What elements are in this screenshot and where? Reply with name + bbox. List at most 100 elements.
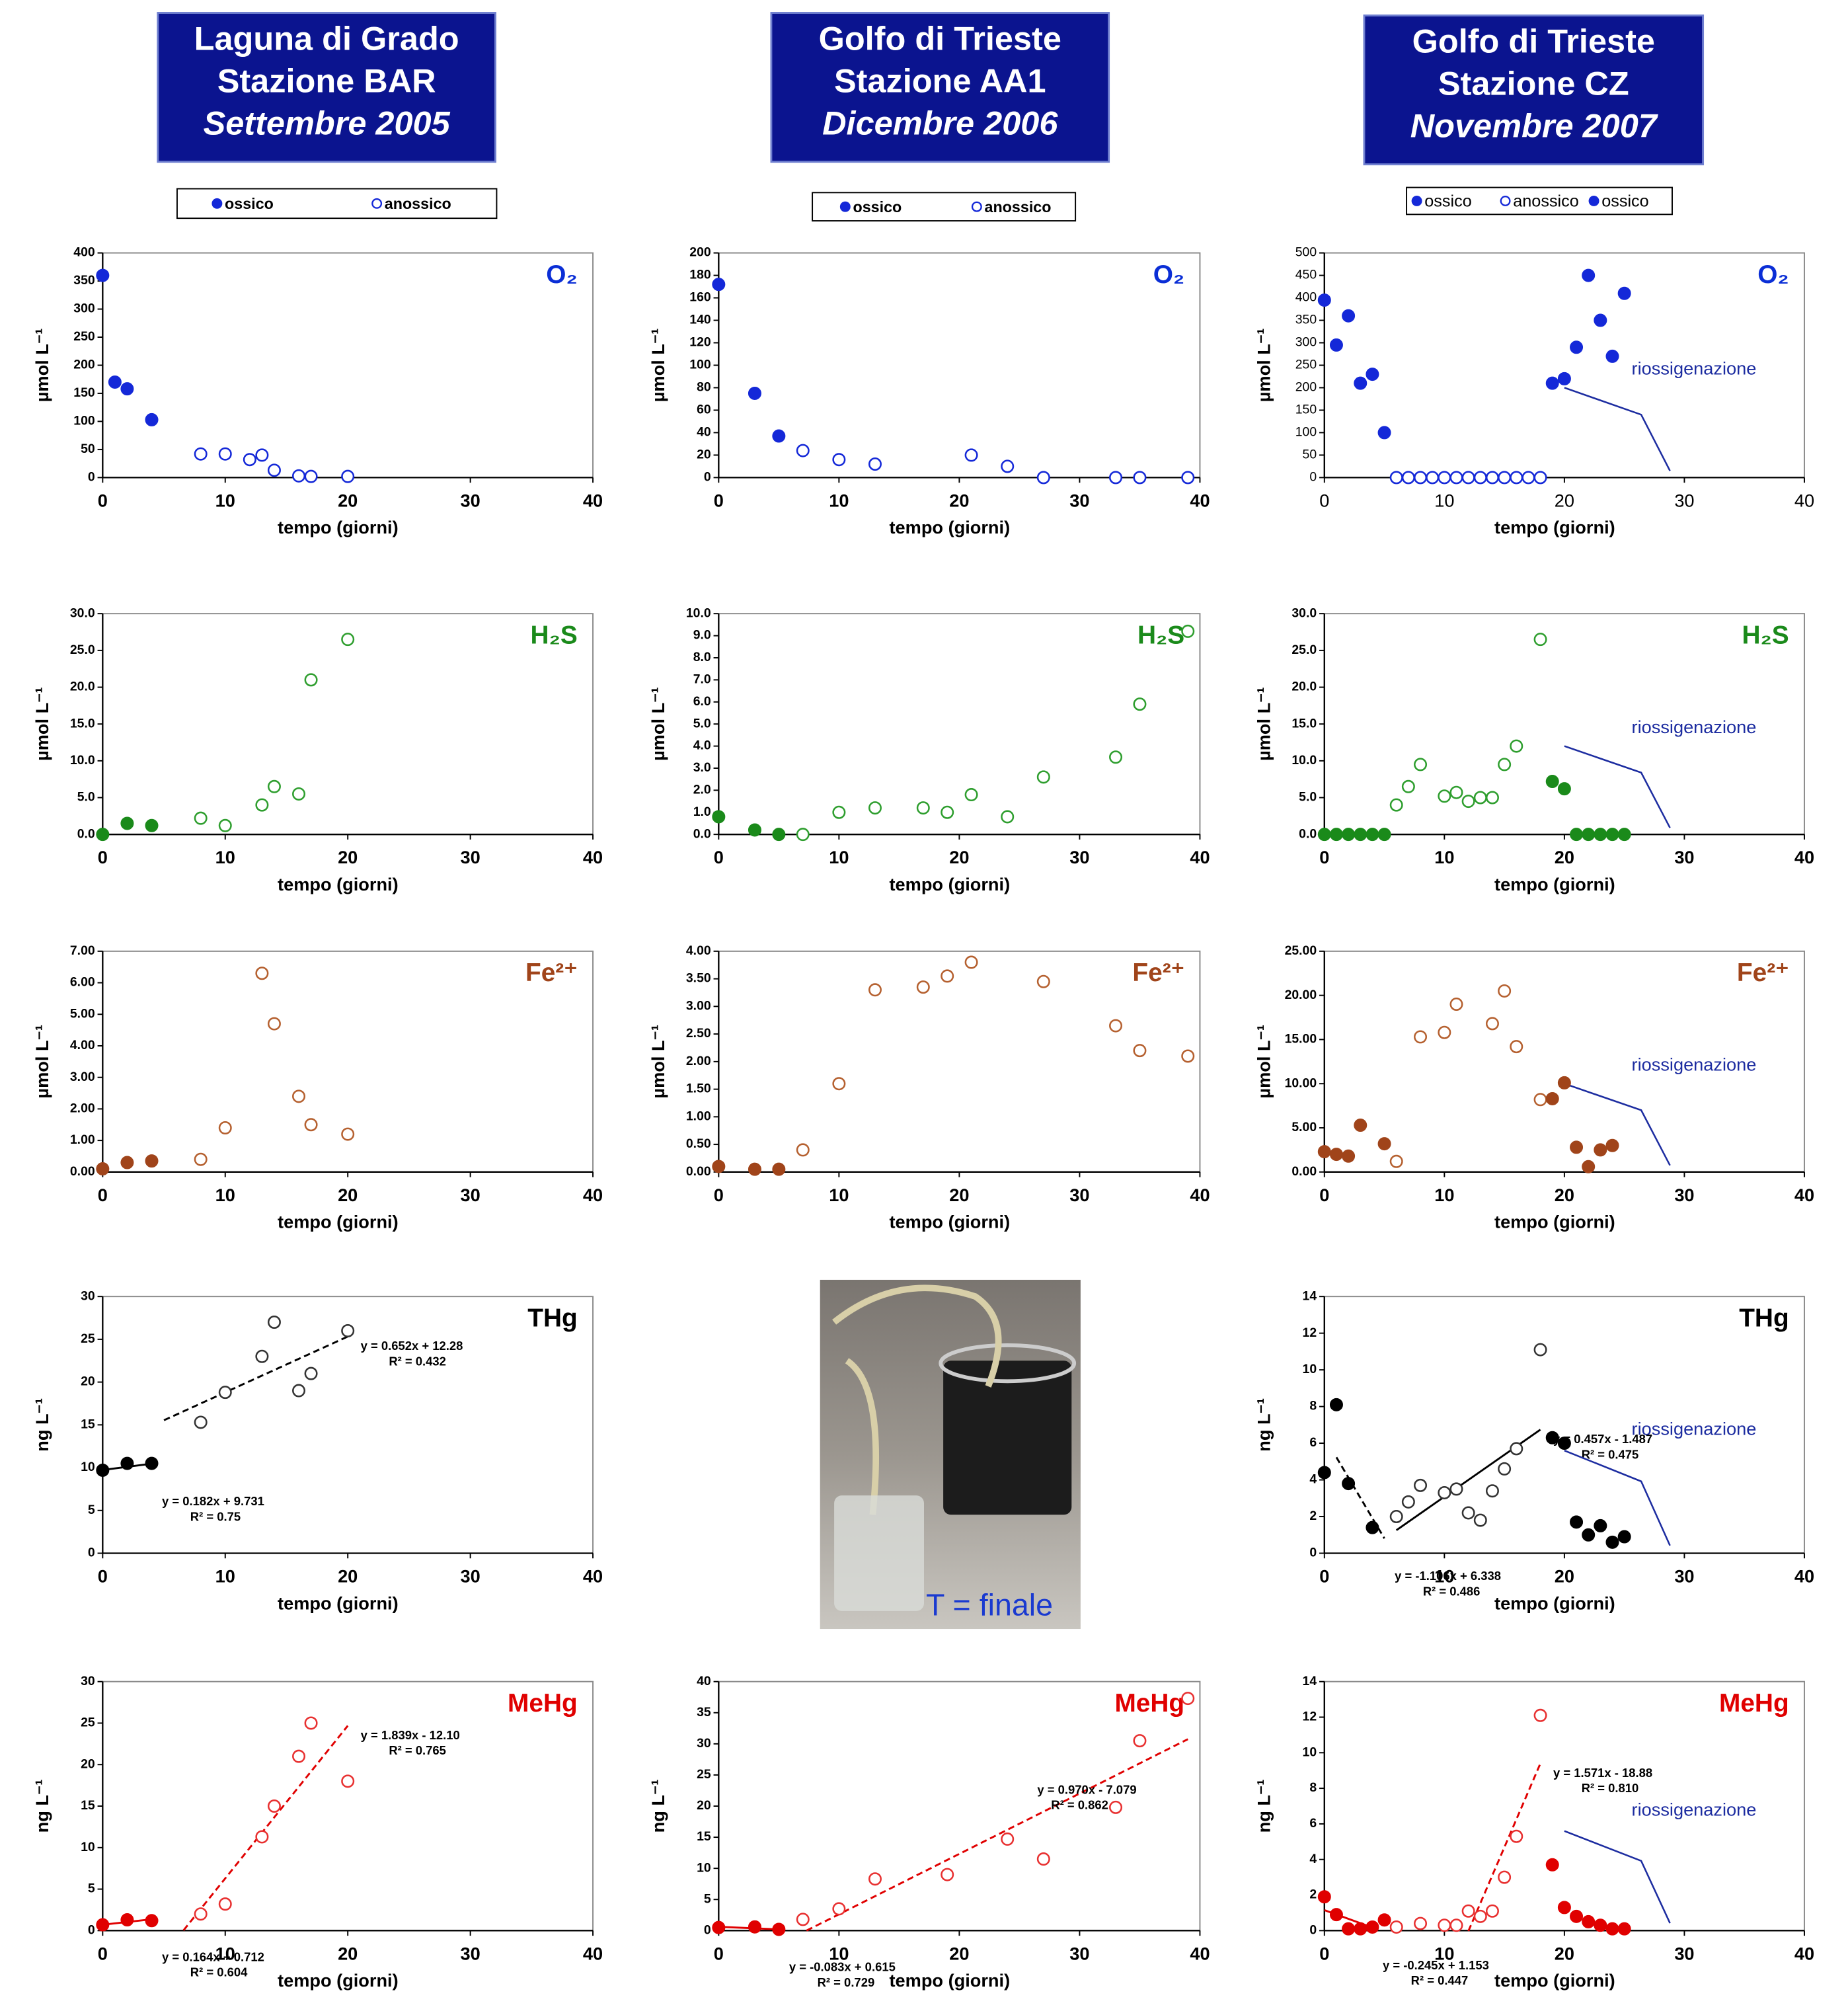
y-tick-label: 20 (81, 1757, 95, 1771)
chart: 0.0 1.0 2.0 3.0 4.0 5.0 6.0 7.0 8.0 9.0 10.0 0 10 20 3… (648, 606, 1210, 894)
data-point (145, 1456, 159, 1470)
trendline-r2: R² = 0.447 (1411, 1973, 1469, 1987)
data-point (267, 463, 281, 477)
data-point (1036, 471, 1050, 485)
data-point (304, 1716, 318, 1730)
data-point (218, 1897, 232, 1911)
y-tick-label: 0 (88, 470, 95, 485)
data-point (1449, 471, 1463, 485)
trendline-equation: y = 0.182x + 9.731 (162, 1494, 264, 1508)
data-point (1449, 1918, 1463, 1932)
x-tick-label: 10 (1434, 490, 1454, 510)
x-tick-label: 0 (98, 490, 108, 510)
y-tick-label: 500 (1295, 245, 1317, 260)
y-tick-label: 200 (73, 358, 95, 372)
data-point (1354, 828, 1367, 842)
data-point (1449, 785, 1463, 799)
data-point (1473, 791, 1487, 805)
y-tick-label: 3.0 (693, 760, 711, 775)
chart: 0 2 4 6 8 10 12 14 0 10 20 30 40 tempo (giorni) ng L⁻¹… (1254, 1288, 1814, 1613)
data-point (218, 1386, 232, 1400)
data-point (255, 798, 269, 812)
data-point (292, 1089, 306, 1103)
x-tick-label: 10 (1434, 1566, 1454, 1587)
x-tick-label: 20 (949, 490, 969, 510)
y-tick-label: 20.0 (70, 680, 95, 694)
data-point (194, 447, 208, 461)
data-point (1533, 1343, 1547, 1357)
data-point (1389, 1510, 1403, 1524)
data-point (1133, 1044, 1147, 1058)
x-tick-label: 10 (1434, 1185, 1454, 1205)
y-tick-label: 4 (1309, 1472, 1317, 1487)
y-axis-label: µmol L⁻¹ (1254, 329, 1274, 403)
chart: 0 20 40 60 80 100 120 140 160 180 200 0 10 20 30 40 temp… (648, 192, 1210, 537)
x-tick-label: 20 (338, 1566, 358, 1587)
data-point (1545, 1858, 1559, 1872)
data-point (1438, 1918, 1451, 1932)
x-tick-label: 10 (215, 1566, 235, 1587)
header-line: Stazione CZ (1438, 65, 1629, 102)
y-axis-label: µmol L⁻¹ (32, 1025, 52, 1099)
data-point (1342, 1922, 1356, 1936)
y-tick-label: 80 (697, 380, 711, 395)
x-axis-label: tempo (giorni) (278, 517, 399, 537)
data-point (941, 805, 954, 819)
y-tick-label: 10.0 (1291, 753, 1317, 768)
chart: 0 50 100 150 200 250 300 350 400 450 500 0 10 20 30 40 t… (1254, 186, 1814, 537)
trendline-equation: y = 0.164x + 0.712 (162, 1950, 264, 1963)
trendline-equation: y = -1.106x + 6.338 (1395, 1569, 1501, 1583)
y-axis-label: ng L⁻¹ (1254, 1780, 1274, 1833)
x-tick-label: 20 (949, 847, 969, 867)
y-tick-label: 15 (81, 1417, 95, 1431)
data-point (96, 1162, 110, 1176)
x-tick-label: 0 (98, 1185, 108, 1205)
trendline-r2: R² = 0.604 (190, 1965, 248, 1979)
y-tick-label: 0.50 (686, 1136, 711, 1151)
y-tick-label: 9.0 (693, 628, 711, 643)
data-point (1485, 471, 1499, 485)
legend-marker (212, 198, 223, 209)
y-tick-label: 140 (689, 313, 711, 327)
plot-area (718, 252, 1201, 479)
y-axis-label: ng L⁻¹ (648, 1780, 668, 1833)
data-point (1498, 758, 1512, 771)
x-tick-label: 20 (1555, 1566, 1574, 1587)
trendline-r2: R² = 0.432 (389, 1354, 446, 1368)
x-tick-label: 10 (1434, 847, 1454, 867)
y-tick-label: 100 (1295, 425, 1317, 440)
legend-label: ossico (1424, 192, 1472, 211)
data-point (1342, 828, 1356, 842)
trendline-r2: R² = 0.729 (818, 1975, 875, 1989)
data-point (1605, 349, 1619, 363)
data-point (1461, 795, 1475, 809)
photo-tube (845, 1358, 880, 1515)
x-tick-label: 20 (949, 1185, 969, 1205)
y-tick-label: 150 (1295, 403, 1317, 417)
data-point (1582, 1160, 1596, 1173)
y-tick-label: 10 (697, 1860, 711, 1875)
y-tick-label: 160 (689, 290, 711, 305)
data-point (194, 1907, 208, 1921)
data-point (1485, 1484, 1499, 1498)
y-tick-label: 10 (81, 1840, 95, 1854)
data-point (1570, 1909, 1584, 1923)
y-tick-label: 150 (73, 385, 95, 400)
annotation-bracket (1564, 1830, 1671, 1924)
data-point (1545, 1091, 1559, 1105)
annotation-bracket (1564, 1449, 1671, 1546)
y-tick-label: 10 (81, 1460, 95, 1474)
y-tick-label: 300 (73, 301, 95, 316)
x-tick-label: 0 (1319, 490, 1329, 510)
data-point (1570, 828, 1584, 842)
x-tick-label: 0 (1319, 1566, 1329, 1587)
x-tick-label: 10 (215, 1185, 235, 1205)
y-tick-label: 15 (81, 1798, 95, 1813)
x-tick-label: 0 (1319, 1185, 1329, 1205)
data-point (1317, 1890, 1331, 1904)
data-point (712, 1160, 726, 1173)
x-tick-label: 10 (215, 1943, 235, 1963)
data-point (1485, 791, 1499, 805)
y-tick-label: 40 (697, 425, 711, 440)
